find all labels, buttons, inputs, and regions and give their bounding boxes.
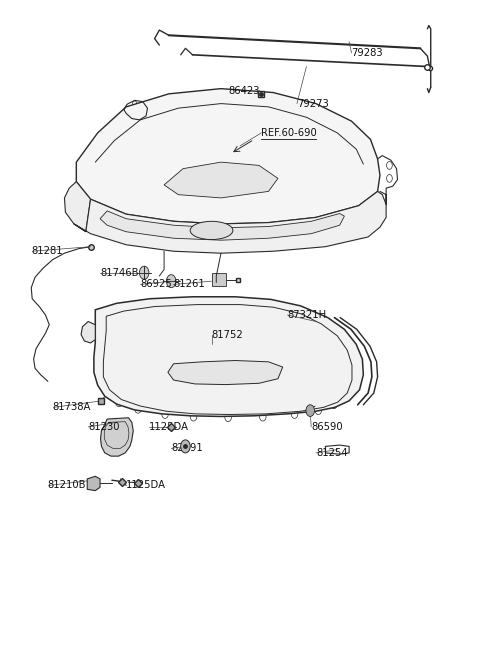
Text: 79273: 79273 [297, 98, 329, 109]
Polygon shape [100, 211, 344, 240]
Polygon shape [76, 89, 380, 224]
Polygon shape [168, 361, 283, 384]
Text: 81210B: 81210B [48, 480, 86, 491]
Text: 86925: 86925 [140, 279, 172, 289]
Polygon shape [74, 192, 386, 253]
Text: 81261: 81261 [174, 279, 205, 289]
Text: 1125DA: 1125DA [126, 480, 166, 491]
Polygon shape [212, 274, 226, 287]
Text: 1125DA: 1125DA [149, 422, 189, 432]
Text: 81254: 81254 [316, 448, 348, 458]
Polygon shape [100, 418, 133, 456]
Text: 81281: 81281 [31, 246, 63, 256]
Polygon shape [94, 297, 363, 417]
Circle shape [139, 266, 149, 279]
Text: 81752: 81752 [212, 329, 243, 340]
Text: 81738A: 81738A [53, 402, 91, 413]
Polygon shape [81, 321, 96, 343]
Ellipse shape [190, 221, 233, 239]
Text: 86590: 86590 [311, 422, 343, 432]
Circle shape [306, 405, 314, 417]
Polygon shape [164, 162, 278, 198]
Text: 87321H: 87321H [288, 310, 326, 320]
Circle shape [180, 440, 190, 453]
Text: 81230: 81230 [88, 422, 120, 432]
Text: 79283: 79283 [351, 48, 383, 58]
Circle shape [167, 275, 176, 288]
Text: 86423: 86423 [228, 85, 260, 96]
Text: 82191: 82191 [171, 443, 203, 453]
Polygon shape [64, 182, 91, 232]
Text: 81746B: 81746B [100, 268, 139, 277]
Polygon shape [87, 476, 100, 491]
Text: REF.60-690: REF.60-690 [261, 128, 317, 138]
